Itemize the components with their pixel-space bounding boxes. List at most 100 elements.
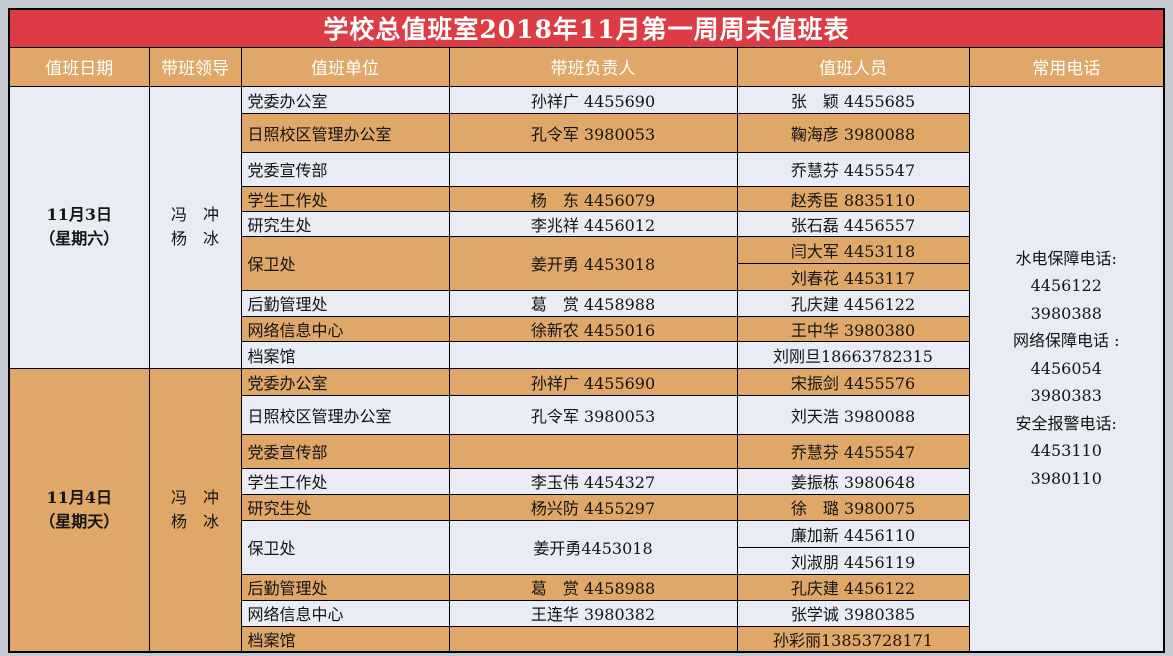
- column-header-date: 值班日期: [8, 46, 150, 87]
- member-cell: 赵秀臣 8835110: [736, 185, 970, 212]
- duty-roster-table: 学校总值班室2018年11月第一周周末值班表 值班日期 带班领导 值班单位 带班…: [8, 8, 1165, 653]
- column-header-manager: 带班负责人: [448, 46, 738, 87]
- date-cell: 11月3日 （星期六）: [8, 85, 150, 369]
- phone-line: 3980383: [1030, 386, 1102, 406]
- unit-cell: 党委宣传部: [240, 151, 450, 187]
- member-cell: 乔慧芬 4455547: [736, 433, 970, 469]
- phone-line: 3980110: [1030, 468, 1102, 488]
- manager-cell: 姜开勇 4453018: [448, 235, 738, 291]
- table-row: 党委宣传部 乔慧芬 4455547: [9, 151, 1164, 187]
- manager-cell: [448, 625, 738, 652]
- manager-cell: 葛 赏 4458988: [448, 289, 738, 317]
- manager-cell: [448, 433, 738, 469]
- unit-cell: 后勤管理处: [240, 573, 450, 601]
- leader-name: 杨 冰: [170, 229, 219, 248]
- member-cell: 王中华 3980380: [736, 315, 970, 342]
- table-row: 研究生处 李兆祥 4456012 张石磊 4456557: [9, 210, 1164, 237]
- member-cell: 张 颖 4455685: [736, 85, 970, 114]
- member-cell: 闫大军 4453118: [736, 235, 970, 264]
- phone-line: 3980388: [1030, 303, 1102, 323]
- table-row: 档案馆 孙彩丽13853728171: [9, 625, 1164, 652]
- member-cell: 刘春花 4453117: [736, 262, 970, 291]
- member-cell: 姜振栋 3980648: [736, 467, 970, 495]
- member-cell: 刘刚旦18663782315: [736, 340, 970, 369]
- manager-cell: [448, 340, 738, 369]
- member-cell: 乔慧芬 4455547: [736, 151, 970, 187]
- phone-line: 安全报警电话:: [1015, 413, 1117, 433]
- member-cell: 廉加新 4456110: [736, 519, 970, 548]
- date-text: 11月3日: [46, 205, 112, 224]
- unit-cell: 日照校区管理办公室: [240, 112, 450, 153]
- unit-cell: 研究生处: [240, 210, 450, 237]
- weekday-text: （星期天）: [39, 511, 120, 531]
- table-row: 刘春花 4453117: [9, 262, 1164, 291]
- phone-line: 4456122: [1030, 276, 1102, 296]
- table-row: 11月3日 （星期六） 冯 冲 杨 冰 党委办公室 孙祥广 4455690 张 …: [8, 85, 1165, 652]
- member-cell: 孔庆建 4456122: [736, 289, 970, 317]
- title-row: 学校总值班室2018年11月第一周周末值班表: [8, 8, 1165, 48]
- page-title: 学校总值班室2018年11月第一周周末值班表: [8, 8, 1165, 48]
- date-text: 11月4日: [46, 487, 112, 507]
- unit-cell: 党委宣传部: [240, 433, 450, 469]
- table-row: 11月4日 （星期天） 冯 冲 杨 冰 党委办公室 孙祥广 4455690 宋振…: [8, 367, 1164, 652]
- unit-cell: 保卫处: [240, 519, 450, 575]
- date-cell: 11月4日 （星期天）: [8, 367, 150, 652]
- table-row: 研究生处 杨兴防 4455297 徐 璐 3980075: [9, 493, 1164, 521]
- manager-cell: 葛 赏 4458988: [448, 573, 738, 601]
- manager-cell: 杨 东 4456079: [448, 185, 738, 212]
- column-header-unit: 值班单位: [240, 46, 450, 87]
- manager-cell: [448, 151, 738, 187]
- table-row: 刘淑朋 4456119: [9, 546, 1164, 575]
- unit-cell: 保卫处: [240, 235, 450, 291]
- leader-cell: 冯 冲 杨 冰: [148, 367, 242, 652]
- unit-cell: 学生工作处: [240, 185, 450, 212]
- table-row: 后勤管理处 葛 赏 4458988 孔庆建 4456122: [9, 289, 1164, 317]
- member-cell: 刘淑朋 4456119: [736, 546, 970, 575]
- member-cell: 徐 璐 3980075: [736, 493, 970, 521]
- column-header-leader: 带班领导: [148, 46, 242, 87]
- column-header-row: 值班日期 带班领导 值班单位 带班负责人 值班人员 常用电话: [8, 46, 1165, 87]
- leader-name: 冯 冲: [170, 487, 219, 507]
- unit-cell: 档案馆: [240, 340, 450, 369]
- unit-cell: 学生工作处: [240, 467, 450, 495]
- phone-line: 水电保障电话:: [1015, 248, 1117, 268]
- member-cell: 张石磊 4456557: [736, 210, 970, 237]
- phone-line: 4453110: [1030, 441, 1102, 461]
- leader-cell: 冯 冲 杨 冰: [148, 85, 242, 369]
- table-row: 网络信息中心 王连华 3980382 张学诚 3980385: [9, 599, 1164, 627]
- unit-cell: 研究生处: [240, 493, 450, 521]
- table-row: 网络信息中心 徐新农 4455016 王中华 3980380: [9, 315, 1164, 342]
- manager-cell: 孙祥广 4455690: [448, 367, 738, 396]
- member-cell: 鞠海彦 3980088: [736, 112, 970, 153]
- manager-cell: 王连华 3980382: [448, 599, 738, 627]
- manager-cell: 孙祥广 4455690: [448, 85, 738, 114]
- phone-line: 4456054: [1030, 358, 1102, 378]
- leader-name: 冯 冲: [170, 205, 219, 224]
- unit-cell: 网络信息中心: [240, 599, 450, 627]
- table-row: 学生工作处 李玉伟 4454327 姜振栋 3980648: [9, 467, 1164, 495]
- unit-cell: 党委办公室: [240, 367, 450, 396]
- unit-cell: 网络信息中心: [240, 315, 450, 342]
- member-cell: 孔庆建 4456122: [736, 573, 970, 601]
- table-row: 档案馆 刘刚旦18663782315: [9, 340, 1164, 369]
- manager-cell: 李兆祥 4456012: [448, 210, 738, 237]
- manager-cell: 孔令军 3980053: [448, 394, 738, 435]
- manager-cell: 李玉伟 4454327: [448, 467, 738, 495]
- unit-cell: 档案馆: [240, 625, 450, 652]
- member-cell: 孙彩丽13853728171: [736, 625, 970, 652]
- unit-cell: 日照校区管理办公室: [240, 394, 450, 435]
- column-header-member: 值班人员: [736, 46, 970, 87]
- phone-cell: 水电保障电话: 4456122 3980388 网络保障电话 : 4456054…: [968, 85, 1165, 652]
- weekday-text: （星期六）: [39, 229, 120, 248]
- member-cell: 宋振剑 4455576: [736, 367, 970, 396]
- manager-cell: 姜开勇4453018: [448, 519, 738, 575]
- member-cell: 张学诚 3980385: [736, 599, 970, 627]
- member-cell: 刘天浩 3980088: [736, 394, 970, 435]
- manager-cell: 徐新农 4455016: [448, 315, 738, 342]
- manager-cell: 孔令军 3980053: [448, 112, 738, 153]
- phone-line: 网络保障电话 :: [1013, 331, 1120, 351]
- unit-cell: 后勤管理处: [240, 289, 450, 317]
- column-header-phone: 常用电话: [968, 46, 1165, 87]
- leader-name: 杨 冰: [170, 511, 219, 531]
